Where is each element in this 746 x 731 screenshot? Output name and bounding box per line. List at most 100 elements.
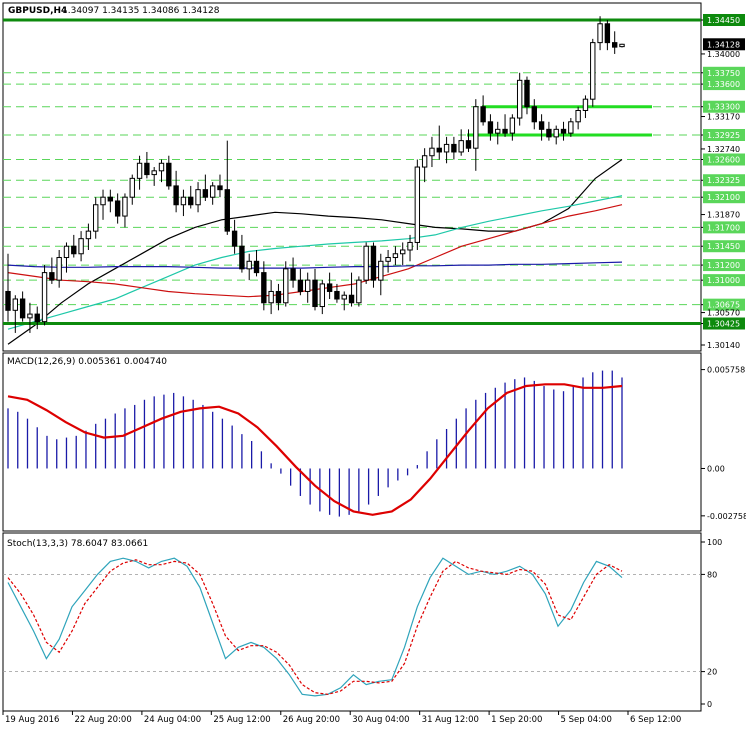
macd-signal-line (7, 383, 623, 516)
candle-body (495, 128, 501, 134)
stoch-axis: 100 80 20 0 (701, 538, 722, 709)
macd-panel[interactable]: MACD(12,26,9) 0.005361 0.004740 0.005758… (2, 352, 746, 532)
candle-body (611, 42, 618, 48)
moving-average-line (7, 261, 623, 269)
price-tick-label: 1.34450 (707, 16, 740, 25)
candle-body (34, 313, 40, 323)
candle-body (560, 128, 567, 134)
time-tick-label: 24 Aug 04:00 (144, 715, 201, 725)
candle-body (85, 230, 92, 240)
candle-body (246, 260, 252, 270)
price-tick-label: 1.31200 (707, 261, 740, 270)
candle-body (575, 109, 581, 123)
price-tick-label: 1.33300 (707, 103, 740, 112)
price-badge (703, 66, 745, 79)
candle-body (209, 185, 216, 198)
candle-body (356, 279, 362, 304)
stoch-main-line (7, 557, 623, 697)
macd-tick-label: -0.002758 (707, 512, 746, 521)
candle-body (553, 128, 559, 138)
candle-body (326, 283, 333, 292)
candle-body (312, 279, 318, 308)
candle-body (268, 290, 274, 304)
candle-body (509, 117, 516, 134)
candle-body (480, 106, 486, 123)
time-tick-label: 19 Aug 2016 (5, 715, 59, 725)
candle-body (604, 23, 611, 44)
price-tick-label: 1.30425 (707, 320, 740, 329)
price-panel[interactable]: GBPUSD,H4 1.34097 1.34135 1.34086 1.3412… (2, 2, 745, 352)
price-tick-label: 1.33170 (707, 113, 740, 122)
price-tick-label: 1.30675 (707, 301, 740, 310)
price-tick-label: 1.33750 (707, 69, 740, 78)
current-price-label: 1.34128 (707, 40, 740, 49)
price-badge (703, 240, 745, 253)
price-tick-label: 1.30570 (707, 309, 740, 318)
candle-body (297, 279, 304, 292)
candle-body (12, 298, 19, 311)
symbol-label: GBPUSD,H4 (8, 6, 67, 16)
candle-body (19, 298, 26, 319)
candle-body (217, 185, 223, 191)
stoch-title: Stoch(13,3,3) 78.6047 83.0661 (7, 539, 148, 549)
time-tick-label: 5 Sep 04:00 (561, 715, 612, 725)
candle-body (188, 196, 194, 206)
price-badge (703, 191, 745, 204)
candle-body (392, 253, 399, 259)
candle-body (319, 283, 326, 308)
price-badge (703, 274, 745, 287)
stoch-signal-line (7, 559, 623, 695)
time-axis: 19 Aug 2016 22 Aug 20:00 24 Aug 04:00 25 Au… (2, 711, 681, 725)
price-badge (703, 14, 745, 26)
stoch-plot (3, 557, 701, 697)
candle-body (436, 147, 442, 153)
candle-body (63, 245, 70, 259)
candle-body (568, 121, 574, 134)
candle-body (582, 98, 589, 111)
candle-body (107, 196, 114, 202)
candle-body (275, 290, 282, 304)
candle-body (516, 79, 523, 119)
price-tick-label: 1.30140 (707, 341, 740, 350)
price-tick-label: 1.32600 (707, 156, 740, 165)
candle-body (129, 177, 135, 198)
candle-body (144, 162, 150, 176)
price-badge (703, 317, 745, 330)
time-tick-label: 22 Aug 20:00 (74, 715, 131, 725)
candle-body (231, 230, 238, 247)
candle-body (538, 121, 545, 130)
candle-body (261, 272, 267, 304)
candle-body (597, 23, 603, 44)
candle-body (473, 106, 479, 149)
price-tick-label: 1.32740 (707, 145, 740, 154)
price-tick-label: 1.32100 (707, 193, 740, 202)
stoch-tick-label: 0 (707, 700, 712, 709)
candle-body (122, 196, 128, 217)
candle-body (49, 272, 55, 281)
candle-body (378, 260, 384, 281)
candle-body (421, 155, 428, 168)
stoch-tick-label: 80 (707, 570, 717, 579)
stoch-panel[interactable]: Stoch(13,3,3) 78.6047 83.0661 100 80 20 0 (2, 532, 722, 712)
candle-body (407, 241, 413, 251)
moving-average-line (7, 195, 623, 330)
candle-body (502, 128, 508, 134)
candle-body (451, 143, 457, 153)
candle-body (385, 257, 391, 262)
macd-tick-label: 0.005758 (707, 366, 745, 375)
candle-body (341, 294, 347, 300)
candle-body (363, 245, 369, 281)
candle-body (56, 257, 62, 281)
stoch-tick-label: 20 (707, 668, 717, 677)
candle-body (400, 249, 406, 255)
candle-body (180, 196, 187, 206)
candle-body (239, 245, 245, 270)
candle-body (151, 170, 157, 176)
candle-body (290, 268, 296, 281)
price-badge (703, 78, 745, 91)
candle-body (524, 79, 530, 108)
candle-body (253, 260, 260, 274)
time-tick-label: 6 Sep 12:00 (630, 715, 681, 725)
candle-body (458, 140, 464, 153)
price-tick-label: 1.34000 (707, 50, 740, 59)
